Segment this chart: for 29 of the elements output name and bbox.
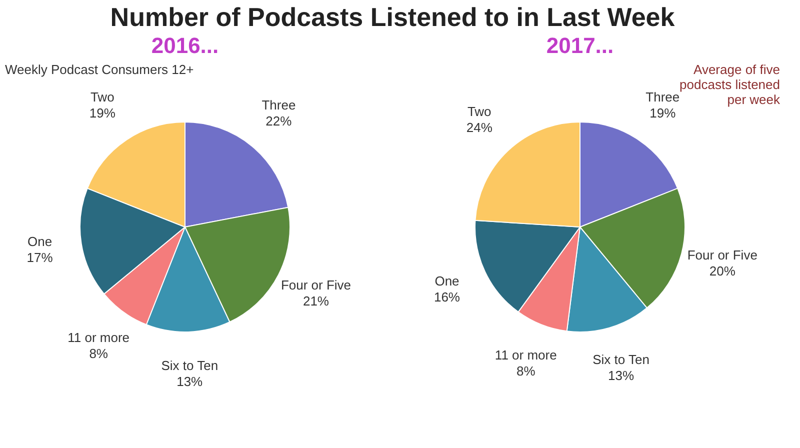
slice-label: One (28, 234, 52, 249)
data-label: 21% (302, 294, 330, 309)
slice-label: Three (262, 98, 296, 113)
data-label: 17% (26, 250, 54, 265)
slice-label: Six to Ten (592, 352, 650, 368)
slice-label: Three (646, 89, 680, 104)
slice-label: Two (90, 89, 114, 104)
slice-label: Six to Ten (161, 358, 218, 373)
slice-label: Four or Five (280, 278, 352, 293)
chart-subtitle: 2016... (151, 33, 219, 58)
data-label: 13% (176, 374, 204, 389)
data-label: 8% (516, 364, 536, 379)
data-label: 16% (434, 290, 460, 305)
slice-label: Two (467, 104, 492, 119)
data-label: 19% (650, 105, 676, 120)
slice-label: One (434, 274, 460, 289)
slice-label: Four or Five (687, 248, 758, 263)
chart-subtitle: 2017... (546, 33, 614, 58)
text: Average of five podcasts listened per week (680, 62, 780, 107)
data-label: 19% (89, 105, 116, 120)
slice-label: 11 or more (68, 330, 130, 345)
data-label: 13% (608, 368, 634, 384)
chart-title: Number of Podcasts Listened to in Last Week (110, 2, 676, 32)
text: Weekly Podcast Consumers 12+ (5, 62, 194, 77)
slice-label: 11 or more (494, 348, 557, 363)
data-label: 22% (266, 114, 292, 129)
data-label: 8% (89, 346, 108, 361)
data-label: 20% (709, 264, 736, 279)
data-label: 24% (466, 120, 493, 135)
